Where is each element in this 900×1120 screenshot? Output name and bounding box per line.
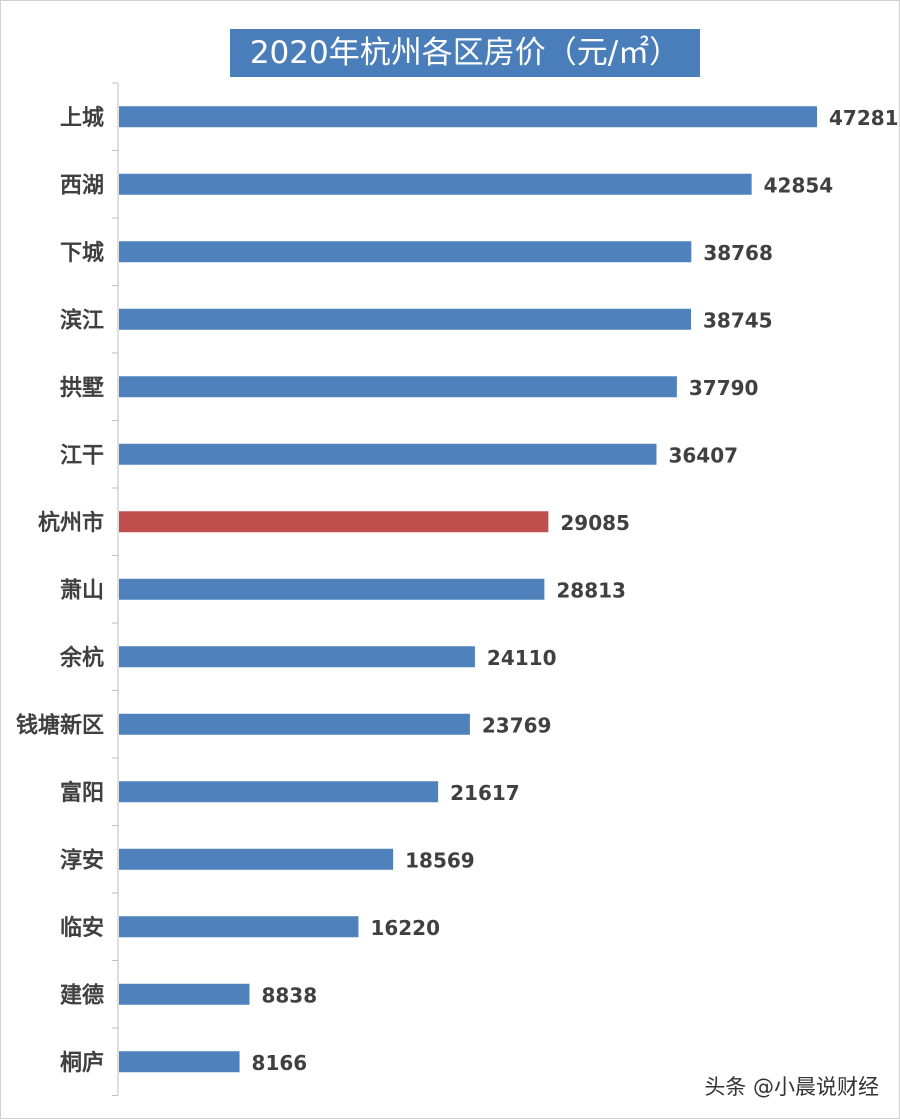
category-label: 淳安 [60,847,104,873]
data-label: 36407 [668,443,738,467]
bar-14 [119,1051,240,1073]
data-label: 29085 [560,511,630,535]
chart-title: 2020年杭州各区房价（元/㎡） [230,29,700,77]
category-label: 拱墅 [60,376,104,401]
data-label: 8838 [261,983,317,1007]
bar-10 [119,781,439,803]
data-label: 21617 [450,781,520,805]
category-label: 建德 [60,982,104,1008]
bar-2 [119,241,692,263]
bar-11 [119,848,394,870]
bar-5 [119,443,657,465]
category-label: 西湖 [60,173,104,198]
category-label: 富阳 [60,780,104,806]
data-label: 23769 [482,713,552,737]
data-label: 24110 [487,646,557,670]
data-label: 16220 [370,916,440,940]
bar-1 [119,173,752,195]
category-label: 临安 [60,915,104,941]
bar-8 [119,646,475,668]
data-label: 37790 [689,376,759,400]
bar-0 [119,106,817,128]
data-label: 18569 [405,848,475,872]
data-label: 38745 [703,308,773,332]
bar-3 [119,308,691,330]
category-label: 钱塘新区 [16,712,104,738]
category-label: 滨江 [60,307,104,333]
bar-13 [119,983,250,1005]
data-label: 8166 [252,1051,308,1075]
category-label: 上城 [60,105,104,131]
data-label: 42854 [764,173,834,197]
bar-9 [119,713,470,735]
watermark-text: 头条 @小晨说财经 [704,1075,879,1099]
category-label: 余杭 [59,645,104,671]
data-label: 38768 [703,241,773,265]
category-label: 下城 [60,240,104,266]
data-label: 28813 [556,578,626,602]
category-label: 桐庐 [60,1050,104,1076]
bar-7 [119,578,545,600]
bar-12 [119,916,359,938]
category-label: 杭州市 [38,510,104,536]
bar-6 [119,511,549,533]
category-label: 萧山 [60,578,104,603]
bar-4 [119,376,677,398]
category-label: 江干 [60,443,104,468]
data-label: 47281 [829,106,899,130]
